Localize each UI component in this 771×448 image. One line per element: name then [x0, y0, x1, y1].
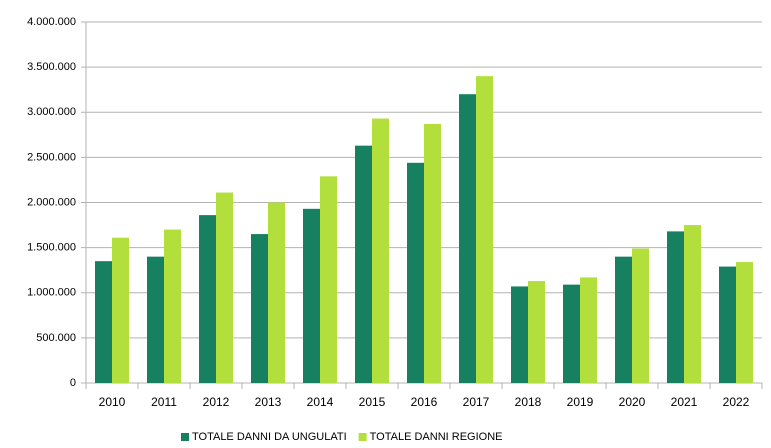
- bar: [736, 262, 753, 383]
- bar: [511, 286, 528, 383]
- bar: [615, 256, 632, 383]
- y-tick-label: 500.000: [36, 332, 76, 344]
- legend-label: TOTALE DANNI DA UNGULATI: [192, 431, 347, 443]
- bar: [112, 237, 129, 383]
- bar: [320, 176, 337, 383]
- bar: [563, 284, 580, 383]
- bar: [164, 229, 181, 383]
- bar: [407, 162, 424, 383]
- x-tick-label: 2022: [723, 395, 750, 409]
- y-tick-label: 3.500.000: [27, 61, 76, 73]
- bar: [459, 94, 476, 383]
- legend-swatch: [358, 433, 367, 441]
- bar: [268, 202, 285, 383]
- bar: [95, 261, 112, 383]
- bar: [580, 277, 597, 383]
- bar: [372, 118, 389, 383]
- x-tick-label: 2013: [255, 395, 282, 409]
- x-tick-label: 2020: [619, 395, 646, 409]
- bar: [424, 123, 441, 384]
- bar: [355, 145, 372, 383]
- y-tick-label: 4.000.000: [27, 16, 76, 28]
- bar: [719, 266, 736, 383]
- y-tick-label: 2.000.000: [27, 196, 76, 208]
- bar: [216, 192, 233, 383]
- bar: [667, 231, 684, 383]
- bar: [199, 215, 216, 383]
- bar: [147, 256, 164, 383]
- y-tick-label: 1.500.000: [27, 242, 76, 254]
- bar: [632, 248, 649, 383]
- y-tick-label: 0: [70, 377, 76, 389]
- bar: [684, 225, 701, 383]
- x-tick-label: 2018: [515, 395, 542, 409]
- x-tick-label: 2021: [671, 395, 698, 409]
- y-tick-label: 2.500.000: [27, 151, 76, 163]
- bar: [251, 234, 268, 383]
- legend-label: TOTALE DANNI REGIONE: [370, 431, 503, 443]
- bar: [476, 76, 493, 384]
- y-tick-label: 1.000.000: [27, 287, 76, 299]
- x-tick-label: 2017: [463, 395, 490, 409]
- x-tick-label: 2011: [151, 395, 177, 409]
- y-tick-label: 3.000.000: [27, 106, 76, 118]
- legend-swatch: [181, 433, 189, 441]
- x-tick-label: 2016: [411, 395, 438, 409]
- x-tick-label: 2015: [359, 395, 386, 409]
- x-tick-label: 2012: [203, 395, 230, 409]
- x-tick-label: 2014: [307, 395, 334, 409]
- bar: [303, 208, 320, 383]
- bar: [528, 281, 545, 383]
- x-tick-label: 2019: [567, 395, 594, 409]
- x-tick-label: 2010: [99, 395, 126, 409]
